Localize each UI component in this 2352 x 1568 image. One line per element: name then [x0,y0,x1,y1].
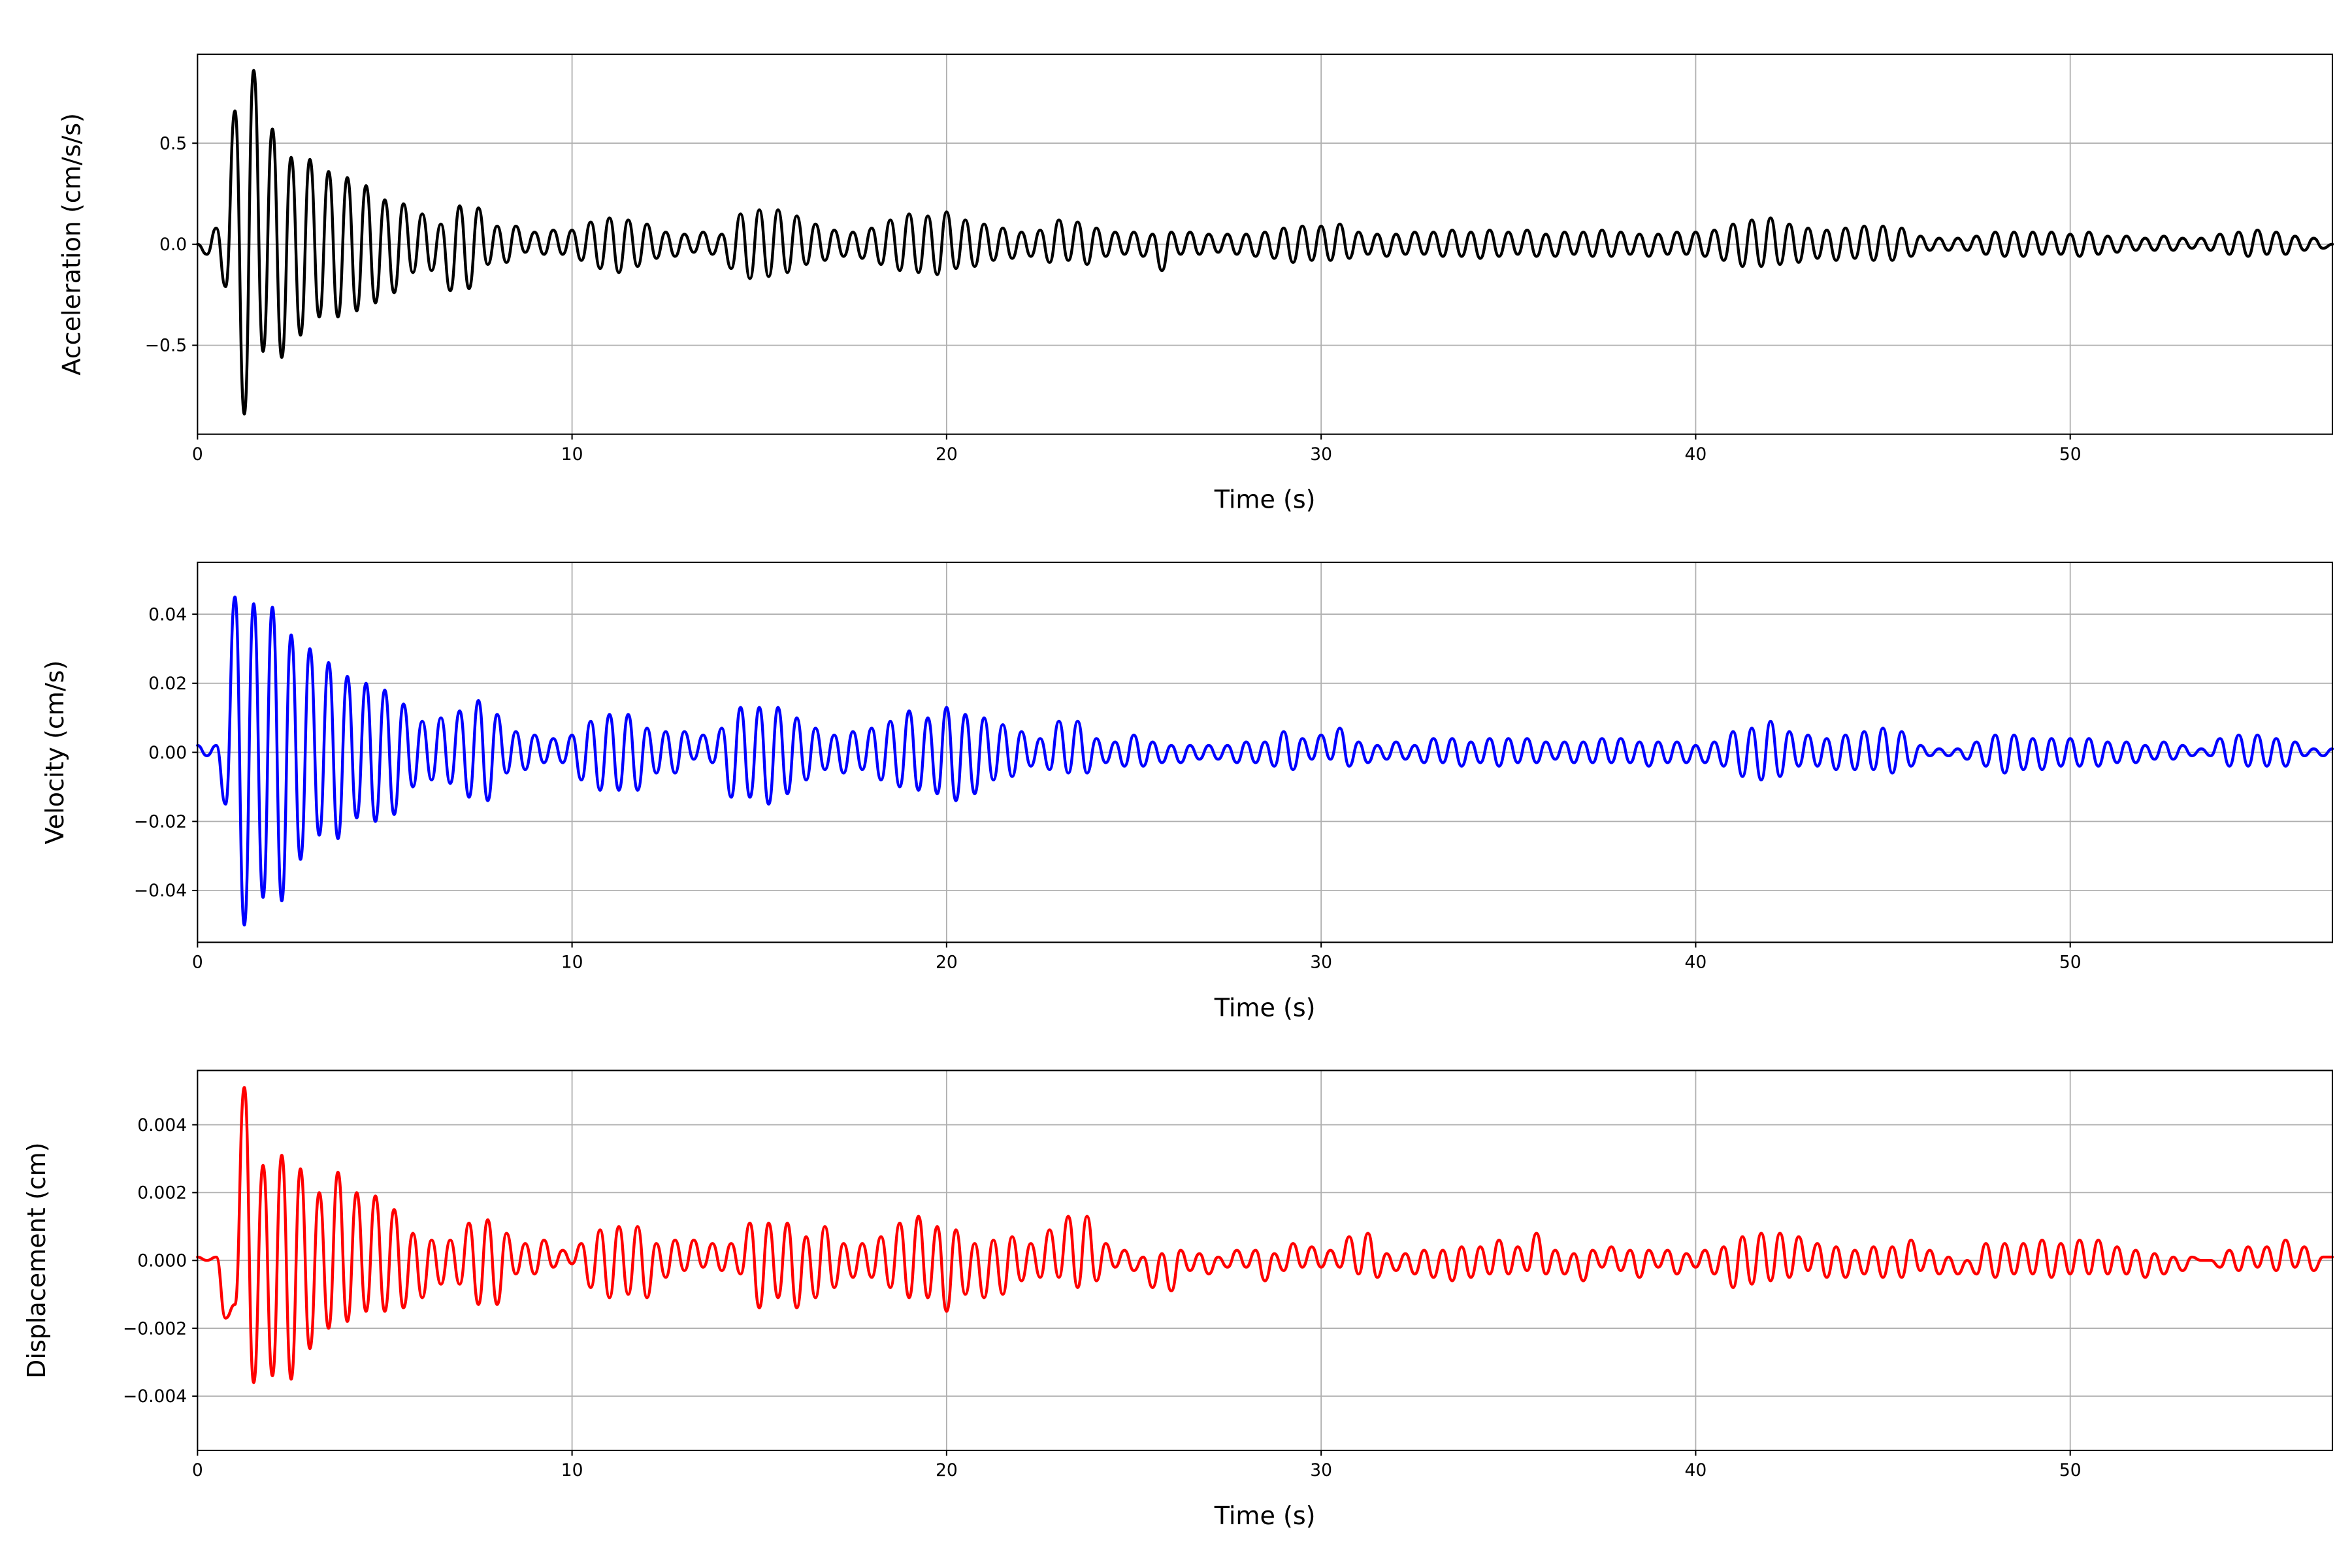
y-tick-label: 0.000 [137,1250,187,1271]
x-tick-label: 40 [1685,444,1707,465]
axes-frame [197,54,2334,435]
x-tick-label: 20 [936,1460,958,1480]
y-tick-label: 0.004 [137,1115,187,1135]
acceleration-chart: 0 10 20 30 40 50 −0.5 0.0 0.5 Time (s) Acceleratio… [57,54,2334,514]
y-tick-label: 0.5 [159,133,187,154]
acceleration-line [196,69,2334,416]
y-tick-label: −0.002 [123,1318,187,1339]
x-tick-label: 0 [192,953,203,973]
x-tick-label: 50 [2059,953,2082,973]
x-tick-label: 30 [1310,1460,1332,1480]
velocity-chart: 0 10 20 30 40 50 −0.04 −0.02 0.00 0.02 0.04 Time (s… [41,561,2334,1022]
x-tick-label: 50 [2059,1460,2082,1480]
velocity-line [196,595,2334,927]
y-tick-label: 0.00 [148,743,187,763]
y-tick-label: 0.04 [148,604,187,625]
x-tick-label: 30 [1310,953,1332,973]
x-tick-label: 30 [1310,444,1332,465]
y-axis-label: Displacement (cm) [22,1142,51,1378]
x-tick-label: 20 [936,444,958,465]
y-tick-label: −0.004 [123,1386,187,1407]
y-tick-label: −0.5 [145,336,187,356]
y-axis-label: Velocity (cm/s) [41,661,69,845]
y-axis-label: Acceleration (cm/s/s) [57,113,86,376]
x-tick-label: 40 [1685,1460,1707,1480]
axes-frame [197,1070,2334,1452]
x-axis-label: Time (s) [1214,1501,1316,1530]
y-tick-label: −0.04 [134,881,187,901]
x-tick-label: 10 [561,444,583,465]
x-tick-label: 10 [561,1460,583,1480]
x-tick-label: 40 [1685,953,1707,973]
y-tick-label: 0.02 [148,674,187,694]
x-axis-label: Time (s) [1214,993,1316,1022]
displacement-line [196,1086,2334,1384]
x-tick-label: 50 [2059,444,2082,465]
x-tick-label: 20 [936,953,958,973]
x-tick-label: 0 [192,444,203,465]
displacement-chart: 0 10 20 30 40 50 −0.004 −0.002 0.000 0.002 0.004 Ti… [22,1070,2334,1530]
x-tick-label: 10 [561,953,583,973]
y-tick-label: 0.0 [159,235,187,255]
y-tick-label: 0.002 [137,1183,187,1203]
axes-frame [197,561,2334,943]
x-tick-label: 0 [192,1460,203,1480]
y-tick-label: −0.02 [134,812,187,832]
x-axis-label: Time (s) [1214,485,1316,514]
